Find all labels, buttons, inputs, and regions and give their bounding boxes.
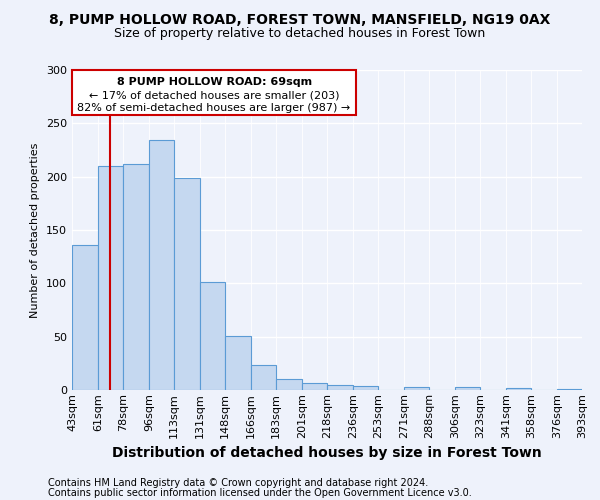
Bar — [149, 140, 174, 390]
Bar — [353, 386, 378, 390]
Bar — [302, 382, 327, 390]
Text: ← 17% of detached houses are smaller (203): ← 17% of detached houses are smaller (20… — [89, 90, 340, 101]
Y-axis label: Number of detached properties: Number of detached properties — [31, 142, 40, 318]
Text: 82% of semi-detached houses are larger (987) →: 82% of semi-detached houses are larger (… — [77, 103, 350, 113]
Bar — [123, 164, 149, 390]
Text: Contains public sector information licensed under the Open Government Licence v3: Contains public sector information licen… — [48, 488, 472, 498]
Bar — [506, 388, 531, 390]
Text: Contains HM Land Registry data © Crown copyright and database right 2024.: Contains HM Land Registry data © Crown c… — [48, 478, 428, 488]
X-axis label: Distribution of detached houses by size in Forest Town: Distribution of detached houses by size … — [112, 446, 542, 460]
Bar — [225, 336, 251, 390]
Bar — [72, 245, 98, 390]
Bar — [98, 166, 123, 390]
Bar — [404, 387, 429, 390]
Bar — [251, 366, 276, 390]
Text: 8 PUMP HOLLOW ROAD: 69sqm: 8 PUMP HOLLOW ROAD: 69sqm — [116, 78, 311, 88]
Bar — [455, 387, 480, 390]
Text: 8, PUMP HOLLOW ROAD, FOREST TOWN, MANSFIELD, NG19 0AX: 8, PUMP HOLLOW ROAD, FOREST TOWN, MANSFI… — [49, 12, 551, 26]
Bar — [72, 70, 356, 115]
Bar — [557, 389, 582, 390]
Bar — [276, 380, 302, 390]
Bar — [174, 178, 200, 390]
Text: Size of property relative to detached houses in Forest Town: Size of property relative to detached ho… — [115, 28, 485, 40]
Bar — [327, 384, 353, 390]
Bar — [200, 282, 225, 390]
